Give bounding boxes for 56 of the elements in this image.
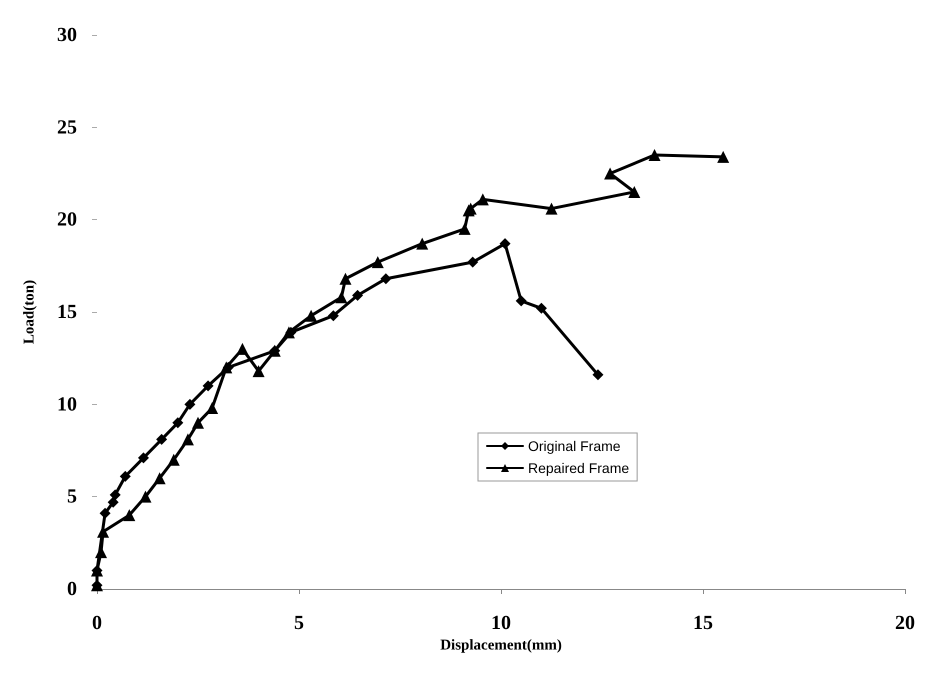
y-axis-title: Load(ton) bbox=[22, 280, 38, 344]
y-tick-label: 0 bbox=[67, 578, 77, 600]
legend-label: Repaired Frame bbox=[528, 460, 630, 476]
point bbox=[184, 398, 196, 410]
y-tick-label: 15 bbox=[57, 301, 77, 323]
point bbox=[476, 193, 489, 206]
point bbox=[110, 489, 121, 500]
point bbox=[202, 380, 214, 392]
point bbox=[416, 238, 428, 250]
x-tick-label: 10 bbox=[491, 612, 511, 634]
point bbox=[120, 470, 131, 482]
point bbox=[546, 202, 558, 215]
point bbox=[467, 256, 478, 268]
point bbox=[516, 295, 527, 306]
point bbox=[352, 290, 364, 301]
point bbox=[500, 238, 511, 250]
point bbox=[305, 310, 318, 322]
y-tick-label: 5 bbox=[67, 486, 77, 508]
point bbox=[220, 361, 232, 374]
y-tick-label: 30 bbox=[57, 24, 77, 46]
point bbox=[138, 452, 149, 464]
point bbox=[168, 454, 180, 466]
legend-label: Original Frame bbox=[528, 438, 621, 454]
point bbox=[182, 433, 194, 446]
point bbox=[628, 186, 640, 198]
point bbox=[335, 291, 348, 304]
x-tick-label: 5 bbox=[294, 612, 304, 634]
x-tick-label: 15 bbox=[693, 612, 713, 634]
point bbox=[282, 326, 295, 338]
point bbox=[252, 365, 265, 378]
point bbox=[328, 310, 339, 322]
x-tick-label: 0 bbox=[92, 612, 102, 634]
point bbox=[172, 417, 184, 428]
y-tick-label: 25 bbox=[57, 116, 77, 138]
x-tick-label: 20 bbox=[895, 612, 915, 634]
point bbox=[206, 402, 218, 414]
point bbox=[717, 150, 730, 163]
point bbox=[536, 302, 547, 314]
point bbox=[458, 222, 471, 235]
point bbox=[592, 369, 604, 380]
point bbox=[372, 256, 384, 268]
point bbox=[154, 472, 166, 484]
point bbox=[123, 509, 136, 522]
point bbox=[108, 496, 119, 508]
point bbox=[139, 490, 152, 503]
point bbox=[648, 149, 661, 162]
point bbox=[192, 416, 204, 429]
point bbox=[380, 273, 392, 284]
x-axis-title: Displacement(mm) bbox=[440, 637, 562, 654]
point bbox=[339, 272, 352, 285]
point bbox=[156, 434, 168, 445]
point bbox=[604, 168, 616, 180]
y-tick-label: 10 bbox=[57, 393, 77, 416]
point bbox=[236, 342, 248, 355]
y-tick-label: 20 bbox=[57, 208, 77, 231]
point bbox=[100, 508, 111, 519]
